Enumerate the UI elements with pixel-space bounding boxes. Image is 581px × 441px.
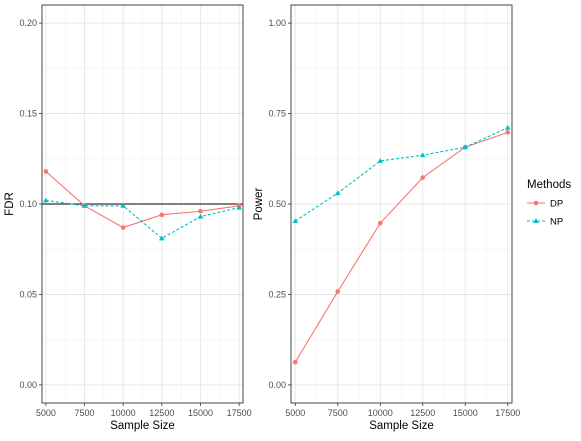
- data-point: [462, 144, 469, 150]
- data-point: [377, 220, 383, 226]
- x-tick-label: 5000: [36, 408, 56, 418]
- series-line-dp: [45, 171, 240, 229]
- legend-title: Methods: [527, 179, 571, 191]
- legend-label: DP: [550, 199, 563, 210]
- y-tick-label: 0.05: [19, 289, 37, 299]
- y-tick-label: 0.75: [268, 109, 286, 119]
- y-tick-label: 0.25: [268, 289, 286, 299]
- data-point: [504, 124, 511, 130]
- y-axis-title: FDR: [4, 192, 16, 216]
- data-point: [159, 235, 165, 241]
- fdr-panel: 0.00 0.05 0.10 0.15 0.20 5000 7500 10000 12500 15…: [4, 4, 252, 432]
- power-panel: 0.00 0.25 0.50 0.75 1.00 5000 7500 10000 12500 15…: [253, 4, 520, 432]
- data-point: [120, 203, 126, 208]
- y-tick-label: 0.10: [19, 199, 37, 209]
- y-tick-label: 0.50: [268, 199, 286, 209]
- legend: Methods DP NP: [527, 179, 571, 228]
- x-axis-title: Sample Size: [369, 420, 434, 432]
- data-point: [43, 169, 49, 174]
- data-point: [81, 203, 88, 208]
- x-tick-label: 12500: [149, 408, 174, 418]
- series-line-dp: [294, 131, 508, 363]
- data-point: [419, 152, 426, 158]
- y-tick-label: 1.00: [268, 18, 286, 28]
- legend-label: NP: [550, 217, 563, 228]
- x-tick-label: 12500: [410, 408, 435, 418]
- x-tick-label: 10000: [368, 408, 393, 418]
- y-tick-label: 0.00: [19, 380, 37, 390]
- x-tick-label: 7500: [75, 408, 95, 418]
- x-axis-title: Sample Size: [110, 420, 175, 432]
- x-tick-label: 17500: [495, 408, 520, 418]
- x-tick-label: 7500: [328, 408, 348, 418]
- y-tick-label: 0.15: [19, 109, 37, 119]
- legend-key-marker: [533, 218, 539, 223]
- legend-item-np: NP: [527, 217, 563, 228]
- x-tick-label: 17500: [227, 408, 252, 418]
- data-point: [292, 218, 299, 223]
- data-point: [43, 197, 49, 203]
- data-point: [292, 359, 298, 365]
- data-point: [197, 213, 204, 219]
- y-tick-label: 0.00: [268, 380, 286, 390]
- series-dp: [292, 130, 511, 365]
- y-axis-title: Power: [253, 188, 265, 221]
- data-point: [377, 158, 384, 163]
- x-tick-label: 5000: [285, 408, 305, 418]
- series-line-np: [294, 127, 508, 222]
- data-point: [420, 175, 426, 180]
- data-point: [159, 212, 165, 218]
- series-line-np: [45, 199, 240, 240]
- data-point: [198, 208, 203, 214]
- data-point: [120, 225, 126, 230]
- series-np: [292, 124, 511, 223]
- x-tick-label: 10000: [111, 408, 136, 418]
- x-tick-label: 15000: [188, 408, 213, 418]
- y-tick-label: 0.20: [19, 18, 37, 28]
- legend-key-marker: [533, 200, 539, 206]
- data-point: [236, 204, 242, 210]
- x-tick-label: 15000: [453, 408, 478, 418]
- data-point: [505, 130, 511, 135]
- legend-item-dp: DP: [527, 199, 563, 210]
- data-point: [335, 289, 341, 294]
- series-np: [43, 197, 242, 241]
- data-point: [334, 190, 341, 196]
